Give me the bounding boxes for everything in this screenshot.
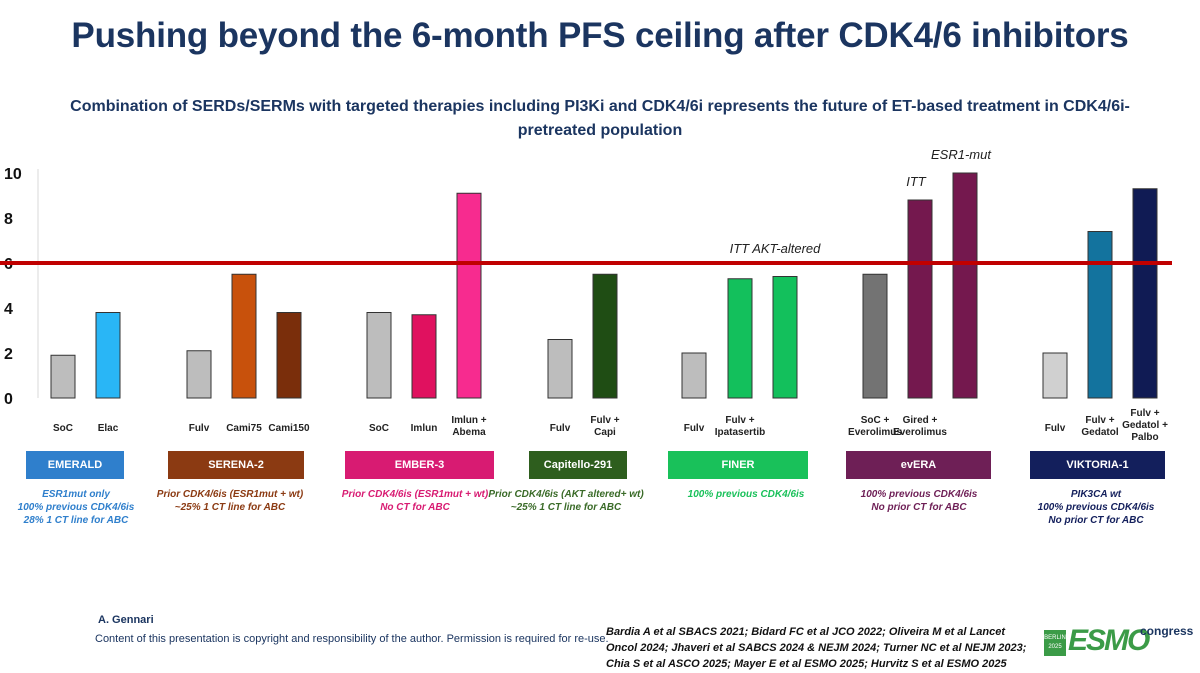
trial-description: ESR1mut only 100% previous CDK4/6is 28% … <box>17 489 135 526</box>
bar-label: SoC <box>369 423 389 434</box>
bar-label: Fulv <box>1045 423 1066 434</box>
bar-label: SoC <box>53 423 73 434</box>
trial-label-finer: FINER <box>668 451 808 479</box>
references: Bardia A et al SBACS 2021; Bidard FC et … <box>606 626 1027 670</box>
y-tick-label: 2 <box>4 346 13 363</box>
bar-label: Fulv + Ipatasertib <box>715 415 766 438</box>
author-name: A. Gennari <box>98 614 154 626</box>
bar-capitello-291-0 <box>547 339 573 399</box>
bar-label: Imlun + Abema <box>451 415 486 438</box>
trial-description: Prior CDK4/6is (AKT altered+ wt) ~25% 1 … <box>488 489 644 513</box>
logo-esmo-text: ESMO <box>1068 624 1150 657</box>
bar-label: Imlun <box>411 423 438 434</box>
esmo-congress-logo: BERLIN 2025 ESMO congress <box>1044 622 1194 662</box>
bar-label: Fulv + Gedatol + Palbo <box>1122 408 1168 443</box>
trial-label-evera: evERA <box>846 451 991 479</box>
bar-evera-0 <box>862 273 888 399</box>
trial-label-emerald: EMERALD <box>26 451 124 479</box>
bar-ember-3-0 <box>366 312 392 399</box>
copyright-notice: Content of this presentation is copyrigh… <box>95 633 609 645</box>
bar-ember-3-2 <box>456 192 482 399</box>
bar-evera-1 <box>907 199 933 399</box>
trial-label-capitello-291: Capitello-291 <box>529 451 627 479</box>
y-tick-label: 8 <box>4 211 13 228</box>
slide-title: Pushing beyond the 6-month PFS ceiling a… <box>71 16 1129 55</box>
trial-description: 100% previous CDK4/6is No prior CT for A… <box>860 489 978 513</box>
bar-evera-2 <box>952 172 978 399</box>
y-tick-label: 10 <box>4 166 22 183</box>
bar-serena-2-0 <box>186 350 212 399</box>
bar-label: Gired + Everolimus <box>893 415 947 438</box>
bar-ember-3-1 <box>411 314 437 399</box>
trial-description: Prior CDK4/6is (ESR1mut + wt) No CT for … <box>341 489 489 513</box>
trial-label-viktoria-1: VIKTORIA-1 <box>1030 451 1165 479</box>
slide-subtitle: Combination of SERDs/SERMs with targeted… <box>70 98 1130 139</box>
bar-annotation: ITT <box>906 174 927 189</box>
bar-annotation: ESR1-mut <box>931 147 992 162</box>
bar-viktoria-1-1 <box>1087 231 1113 399</box>
trial-description: PIK3CA wt 100% previous CDK4/6is No prio… <box>1037 489 1155 526</box>
bar-serena-2-1 <box>231 273 257 399</box>
bar-capitello-291-1 <box>592 273 618 399</box>
group-annotation: ITT AKT-altered <box>730 241 822 256</box>
bar-emerald-1 <box>95 312 121 399</box>
trial-label-serena-2: SERENA-2 <box>168 451 304 479</box>
trial-description: Prior CDK4/6is (ESR1mut + wt) ~25% 1 CT … <box>156 489 304 513</box>
bar-label: Fulv + Gedatol <box>1081 415 1118 438</box>
bar-finer-1 <box>727 278 753 399</box>
bar-label: Fulv <box>684 423 705 434</box>
bar-label: Fulv <box>189 423 210 434</box>
logo-congress-text: congress <box>1140 624 1194 638</box>
bar-label: Cami150 <box>268 423 310 434</box>
bar-label: Fulv <box>550 423 571 434</box>
bar-label: SoC + Everolimus <box>848 415 902 438</box>
trial-label-ember-3: EMBER-3 <box>345 451 494 479</box>
trial-description: 100% previous CDK4/6is <box>687 489 805 500</box>
bar-viktoria-1-0 <box>1042 352 1068 399</box>
bar-label: Cami75 <box>226 423 262 434</box>
bar-finer-0 <box>681 352 707 399</box>
y-tick-label: 0 <box>4 391 13 408</box>
bar-viktoria-1-2 <box>1132 188 1158 399</box>
bar-emerald-0 <box>50 354 76 399</box>
bar-label: Fulv + Capi <box>590 415 619 438</box>
bar-finer-2 <box>772 276 798 399</box>
logo-berlin-badge: BERLIN 2025 <box>1044 630 1066 656</box>
y-tick-label: 4 <box>4 301 13 318</box>
bar-label: Elac <box>98 423 119 434</box>
bar-serena-2-2 <box>276 312 302 399</box>
